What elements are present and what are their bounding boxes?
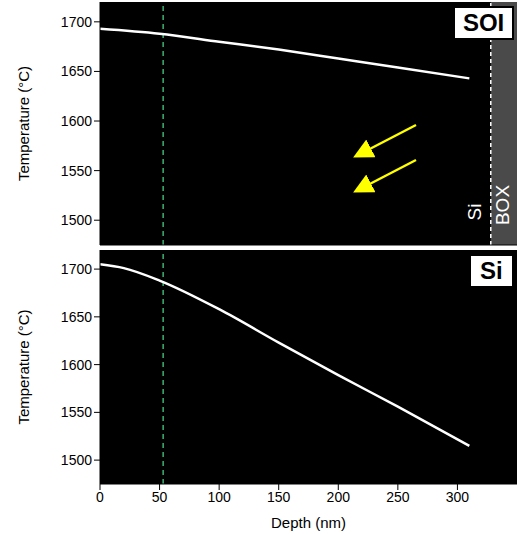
svg-text:200: 200: [327, 489, 351, 505]
html-text:SOI: SOI: [462, 9, 505, 36]
svg-text:1700: 1700: [61, 14, 92, 30]
svg-text:100: 100: [207, 489, 231, 505]
svg-text:250: 250: [386, 489, 410, 505]
html-text:Si: Si: [480, 257, 503, 284]
html-text:Si: Si: [464, 203, 485, 221]
svg-text:1700: 1700: [61, 261, 92, 277]
svg-text:1500: 1500: [61, 452, 92, 468]
svg-text:Temperature (°C): Temperature (°C): [15, 309, 32, 424]
svg-text:1550: 1550: [61, 404, 92, 420]
svg-text:0: 0: [96, 489, 104, 505]
svg-text:Temperature (°C): Temperature (°C): [15, 66, 32, 181]
svg-text:50: 50: [152, 489, 168, 505]
svg-text:Depth (nm): Depth (nm): [271, 514, 346, 531]
svg-text:1650: 1650: [61, 309, 92, 325]
svg-text:150: 150: [267, 489, 291, 505]
svg-text:300: 300: [446, 489, 470, 505]
svg-text:1600: 1600: [61, 113, 92, 129]
svg-text:1550: 1550: [61, 163, 92, 179]
html-text:BOX: BOX: [492, 184, 513, 226]
svg-text:1600: 1600: [61, 357, 92, 373]
svg-text:1500: 1500: [61, 212, 92, 228]
svg-text:1650: 1650: [61, 63, 92, 79]
